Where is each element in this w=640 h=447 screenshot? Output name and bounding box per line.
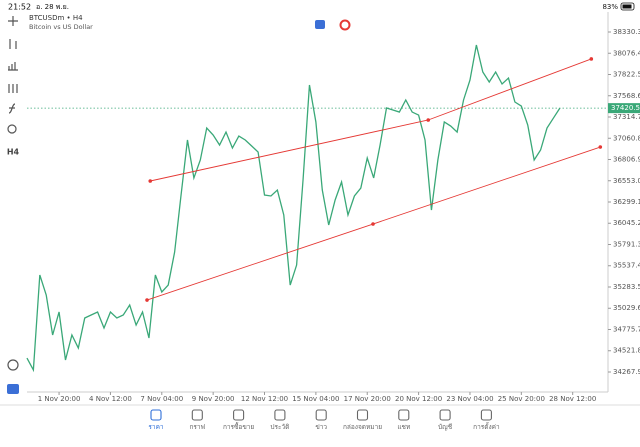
nav-label[interactable]: การซื้อขาย (223, 422, 254, 431)
indicator-icon[interactable] (339, 19, 351, 31)
x-tick-label: 23 Nov 04:00 (446, 395, 493, 403)
crosshair-tool[interactable] (8, 16, 18, 26)
y-tick-label: 35029.60 (613, 304, 640, 312)
nav-label[interactable]: ข่าว (315, 423, 327, 431)
nav-label[interactable]: ประวัติ (270, 423, 289, 431)
x-tick-label: 9 Nov 20:00 (192, 395, 235, 403)
x-tick-label: 4 Nov 12:00 (89, 395, 132, 403)
nav-icon[interactable] (150, 409, 162, 421)
x-tick-label: 15 Nov 04:00 (292, 395, 339, 403)
chart-type-tool[interactable] (9, 39, 17, 49)
trendline-anchor (589, 57, 594, 61)
trade-icon[interactable] (7, 384, 19, 394)
y-tick-label: 34521.80 (613, 347, 640, 355)
trendline-anchor (371, 222, 375, 226)
nav-label[interactable]: บัญชี (438, 423, 453, 431)
nav-icon[interactable] (439, 409, 451, 421)
x-tick-label: 7 Nov 04:00 (140, 395, 183, 403)
y-tick-label: 35791.30 (613, 240, 640, 248)
y-tick-label: 35283.50 (613, 283, 640, 291)
y-tick-label: 35537.40 (613, 262, 640, 270)
left-toolbar (7, 16, 19, 371)
trendline-anchor (426, 118, 431, 122)
x-tick-label: 28 Nov 12:00 (549, 395, 596, 403)
current-price-label: 37420.56 (611, 104, 640, 112)
nav-label[interactable]: การตั้งค่า (473, 422, 500, 431)
y-tick-label: 36299.10 (613, 198, 640, 206)
nav-icon[interactable] (398, 409, 410, 421)
battery-level (622, 4, 632, 9)
x-tick-label: 17 Nov 20:00 (344, 395, 391, 403)
nav-label[interactable]: กล่องจดหมาย (343, 423, 382, 431)
trendline-anchor (148, 179, 153, 183)
current-price-box (608, 103, 640, 114)
y-tick-label: 34267.90 (613, 368, 640, 376)
objects-tool[interactable] (8, 103, 16, 114)
nav-icon[interactable] (274, 409, 286, 421)
status-time: 21:52 (8, 3, 31, 12)
nav-icon[interactable] (191, 409, 203, 421)
y-tick-label: 34775.70 (613, 325, 640, 333)
timeframe-button[interactable]: H4 (7, 148, 20, 157)
x-tick-label: 12 Nov 12:00 (241, 395, 288, 403)
y-tick-label: 36806.90 (613, 156, 640, 164)
indicators-tool[interactable] (8, 62, 18, 71)
y-tick-label: 37568.60 (613, 92, 640, 100)
symbol-description: Bitcoin vs US Dollar (29, 23, 93, 31)
status-battery: 83% (602, 3, 618, 11)
y-tick-label: 37314.70 (613, 113, 640, 121)
x-tick-label: 25 Nov 20:00 (498, 395, 545, 403)
y-tick-label: 36045.20 (613, 219, 640, 227)
battery-icon (620, 2, 635, 11)
trendline-anchor (145, 298, 149, 302)
bottom-tool[interactable] (7, 359, 19, 371)
y-tick-label: 36553.00 (613, 177, 640, 185)
settings-tool[interactable] (8, 84, 18, 93)
trendline-anchor (598, 145, 603, 149)
nav-label[interactable]: กราฟ (189, 423, 205, 431)
symbol: BTCUSDm • H4 (29, 14, 83, 22)
nav-icon[interactable] (233, 409, 245, 421)
y-tick-label: 37060.80 (613, 134, 640, 142)
x-tick-label: 1 Nov 20:00 (38, 395, 81, 403)
nav-label[interactable]: ราคา (148, 423, 163, 431)
nav-label[interactable]: แชท (397, 423, 410, 431)
one-click-icon[interactable] (315, 20, 325, 29)
nav-icon[interactable] (356, 409, 369, 421)
status-date: อ. 28 พ.ย. (36, 3, 69, 11)
y-tick-label: 37822.50 (613, 71, 640, 79)
y-tick-label: 38076.40 (613, 49, 640, 57)
search-tool[interactable] (7, 124, 17, 134)
bottom-nav: ราคา กราฟ การซื้อขาย ประวัติ ข่าว กล่องจดหมาย… (148, 409, 500, 431)
nav-icon[interactable] (315, 409, 327, 421)
x-tick-label: 20 Nov 12:00 (395, 395, 442, 403)
price-line (26, 44, 561, 373)
y-tick-label: 38330.30 (613, 28, 640, 36)
chart: 38330.30 38076.40 37822.50 37568.60 37314.70… (26, 12, 640, 403)
nav-icon[interactable] (480, 409, 492, 421)
